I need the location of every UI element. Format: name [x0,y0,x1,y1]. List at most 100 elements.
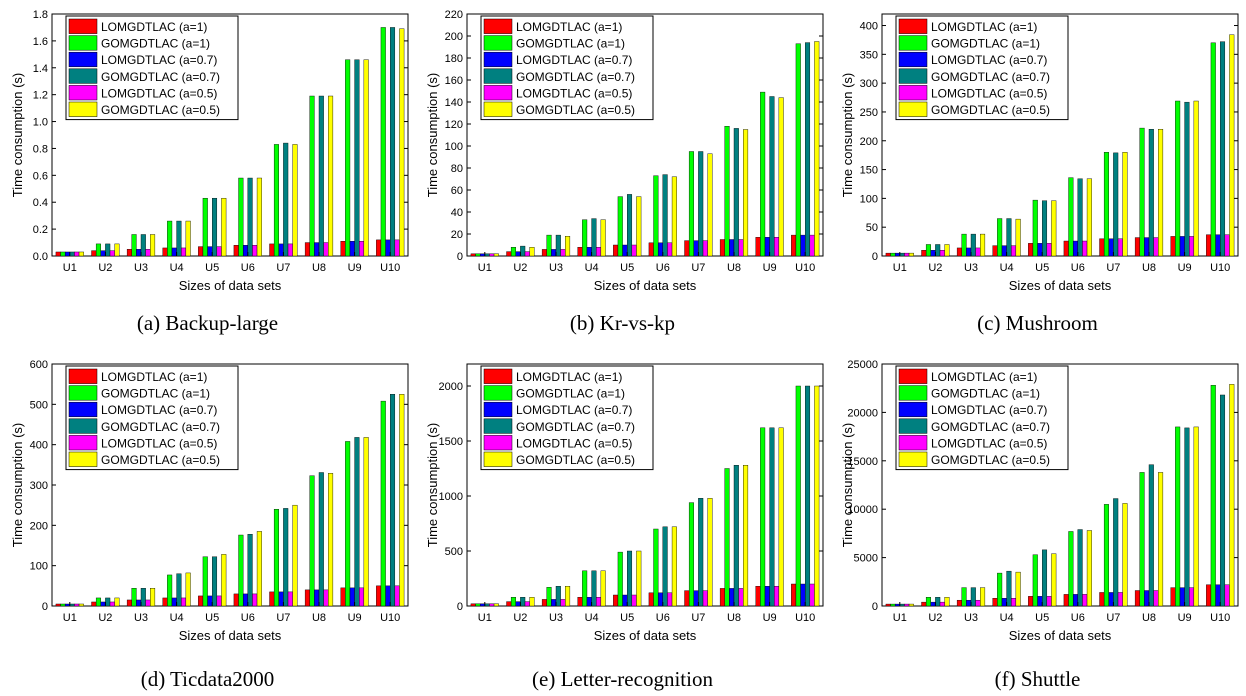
bar-U8-s1 [304,242,310,257]
bar-U3-s1 [126,249,132,257]
bar-U4-s2 [997,218,1003,257]
y-axis-label: Time consumption (s) [425,73,440,198]
x-tick-label: U7 [691,612,705,624]
bar-U4-s5 [1011,598,1017,607]
bar-U5-s3 [622,594,628,607]
bar-U3-s5 [975,247,981,257]
legend-swatch-1 [483,368,513,384]
x-tick-label: U4 [170,262,184,274]
bar-U3-s6 [980,233,986,257]
x-tick-label: U1 [893,612,907,624]
legend-swatch-3 [68,401,98,418]
x-tick-label: U1 [478,612,492,624]
bar-U3-s6 [150,234,156,257]
y-tick-label: 100 [30,561,48,573]
legend-label-5: LOMGDTLAC (a=0.5) [516,86,632,100]
x-axis-label: Sizes of data sets [594,628,697,643]
bar-U3-s1 [956,599,962,607]
x-tick-label: U3 [549,262,563,274]
bar-U3-s4 [140,234,146,257]
bar-U9-s4 [354,59,360,257]
y-tick-label: 20000 [847,407,878,419]
bar-U9-s5 [359,241,365,257]
bar-U7-s4 [1113,498,1119,607]
legend-label-6: GOMGDTLAC (a=0.5) [516,453,635,467]
bar-U2-s3 [515,251,521,257]
bar-U9-s1 [1170,236,1176,257]
legend-swatch-4 [483,68,513,84]
legend-swatch-5 [68,85,98,101]
x-tick-label: U10 [795,612,815,624]
bar-U4-s3 [1001,245,1007,257]
bar-U7-s4 [283,508,289,607]
bar-U4-s6 [600,219,606,257]
x-tick-label: U8 [1142,612,1156,624]
x-tick-label: U5 [205,262,219,274]
bar-U10-s5 [809,583,815,607]
bar-U1-s6 [78,251,84,257]
legend-swatch-1 [68,18,98,34]
bar-U10-s3 [1215,584,1221,607]
x-tick-label: U9 [1178,612,1192,624]
bar-U2-s2 [925,597,931,607]
y-tick-label: 1.2 [33,90,48,102]
bar-U8-s3 [729,588,735,607]
x-axis-label: Sizes of data sets [179,628,282,643]
bar-U9-s6 [1193,426,1199,607]
bar-U4-s4 [176,220,182,257]
legend-swatch-6 [898,101,928,117]
legend-swatch-6 [483,451,513,467]
x-tick-label: U6 [1071,612,1085,624]
bar-U5-s3 [1037,243,1043,257]
bar-U3-s1 [541,249,547,257]
legend-label-2: GOMGDTLAC (a=1) [516,37,625,51]
bar-U9-s1 [1170,587,1176,607]
bar-U4-s2 [582,219,588,257]
y-tick-label: 0.2 [33,224,48,236]
bar-U6-s6 [1086,178,1092,257]
bar-U7-s2 [273,144,279,257]
legend-swatch-5 [898,85,928,101]
legend-swatch-1 [898,18,928,34]
y-tick-label: 100 [445,141,463,153]
y-tick-label: 0.8 [33,143,48,155]
bar-U7-s6 [707,153,713,257]
legend-label-6: GOMGDTLAC (a=0.5) [101,103,220,117]
bar-U6-s5 [1082,594,1088,607]
legend-label-4: GOMGDTLAC (a=0.7) [516,70,635,84]
bar-U1-s2 [890,603,896,607]
bar-U2-s1 [921,601,927,607]
legend-swatch-4 [68,68,98,84]
bar-U10-s4 [390,27,396,257]
x-tick-label: U2 [98,262,112,274]
bar-U9-s3 [1179,587,1185,607]
y-tick-label: 600 [30,359,48,371]
bar-U4-s6 [600,570,606,607]
x-tick-label: U6 [241,612,255,624]
bar-U1-s3 [64,251,70,257]
bar-U1-s1 [55,251,61,257]
bar-U1-s2 [475,253,481,257]
bar-U8-s2 [309,95,315,257]
y-tick-label: 200 [860,136,878,148]
x-tick-label: U9 [348,262,362,274]
bar-U8-s2 [1139,472,1145,607]
bar-U5-s6 [221,554,227,607]
chart-panel-f: 0 5000 10000 15000 20000 25000 U1 U2 U3 U4 U5 U6 U7 U… [840,359,1239,643]
bar-U1-s1 [470,253,476,257]
bar-U4-s1 [577,246,583,257]
bar-U10-s3 [385,239,391,257]
bar-U2-s2 [510,596,516,607]
bar-U1-s1 [885,252,891,257]
caption-e: (e) Letter-recognition [532,667,713,691]
bar-U4-s4 [591,570,597,607]
x-tick-label: U1 [63,262,77,274]
bar-U9-s5 [774,237,780,257]
caption-a: (a) Backup-large [136,311,279,335]
bar-U1-s2 [475,603,481,607]
bar-U5-s4 [626,194,633,257]
bar-U7-s4 [698,497,704,607]
legend-label-4: GOMGDTLAC (a=0.7) [101,420,220,434]
bar-U7-s4 [698,151,704,257]
y-tick-label: 0 [457,601,463,613]
